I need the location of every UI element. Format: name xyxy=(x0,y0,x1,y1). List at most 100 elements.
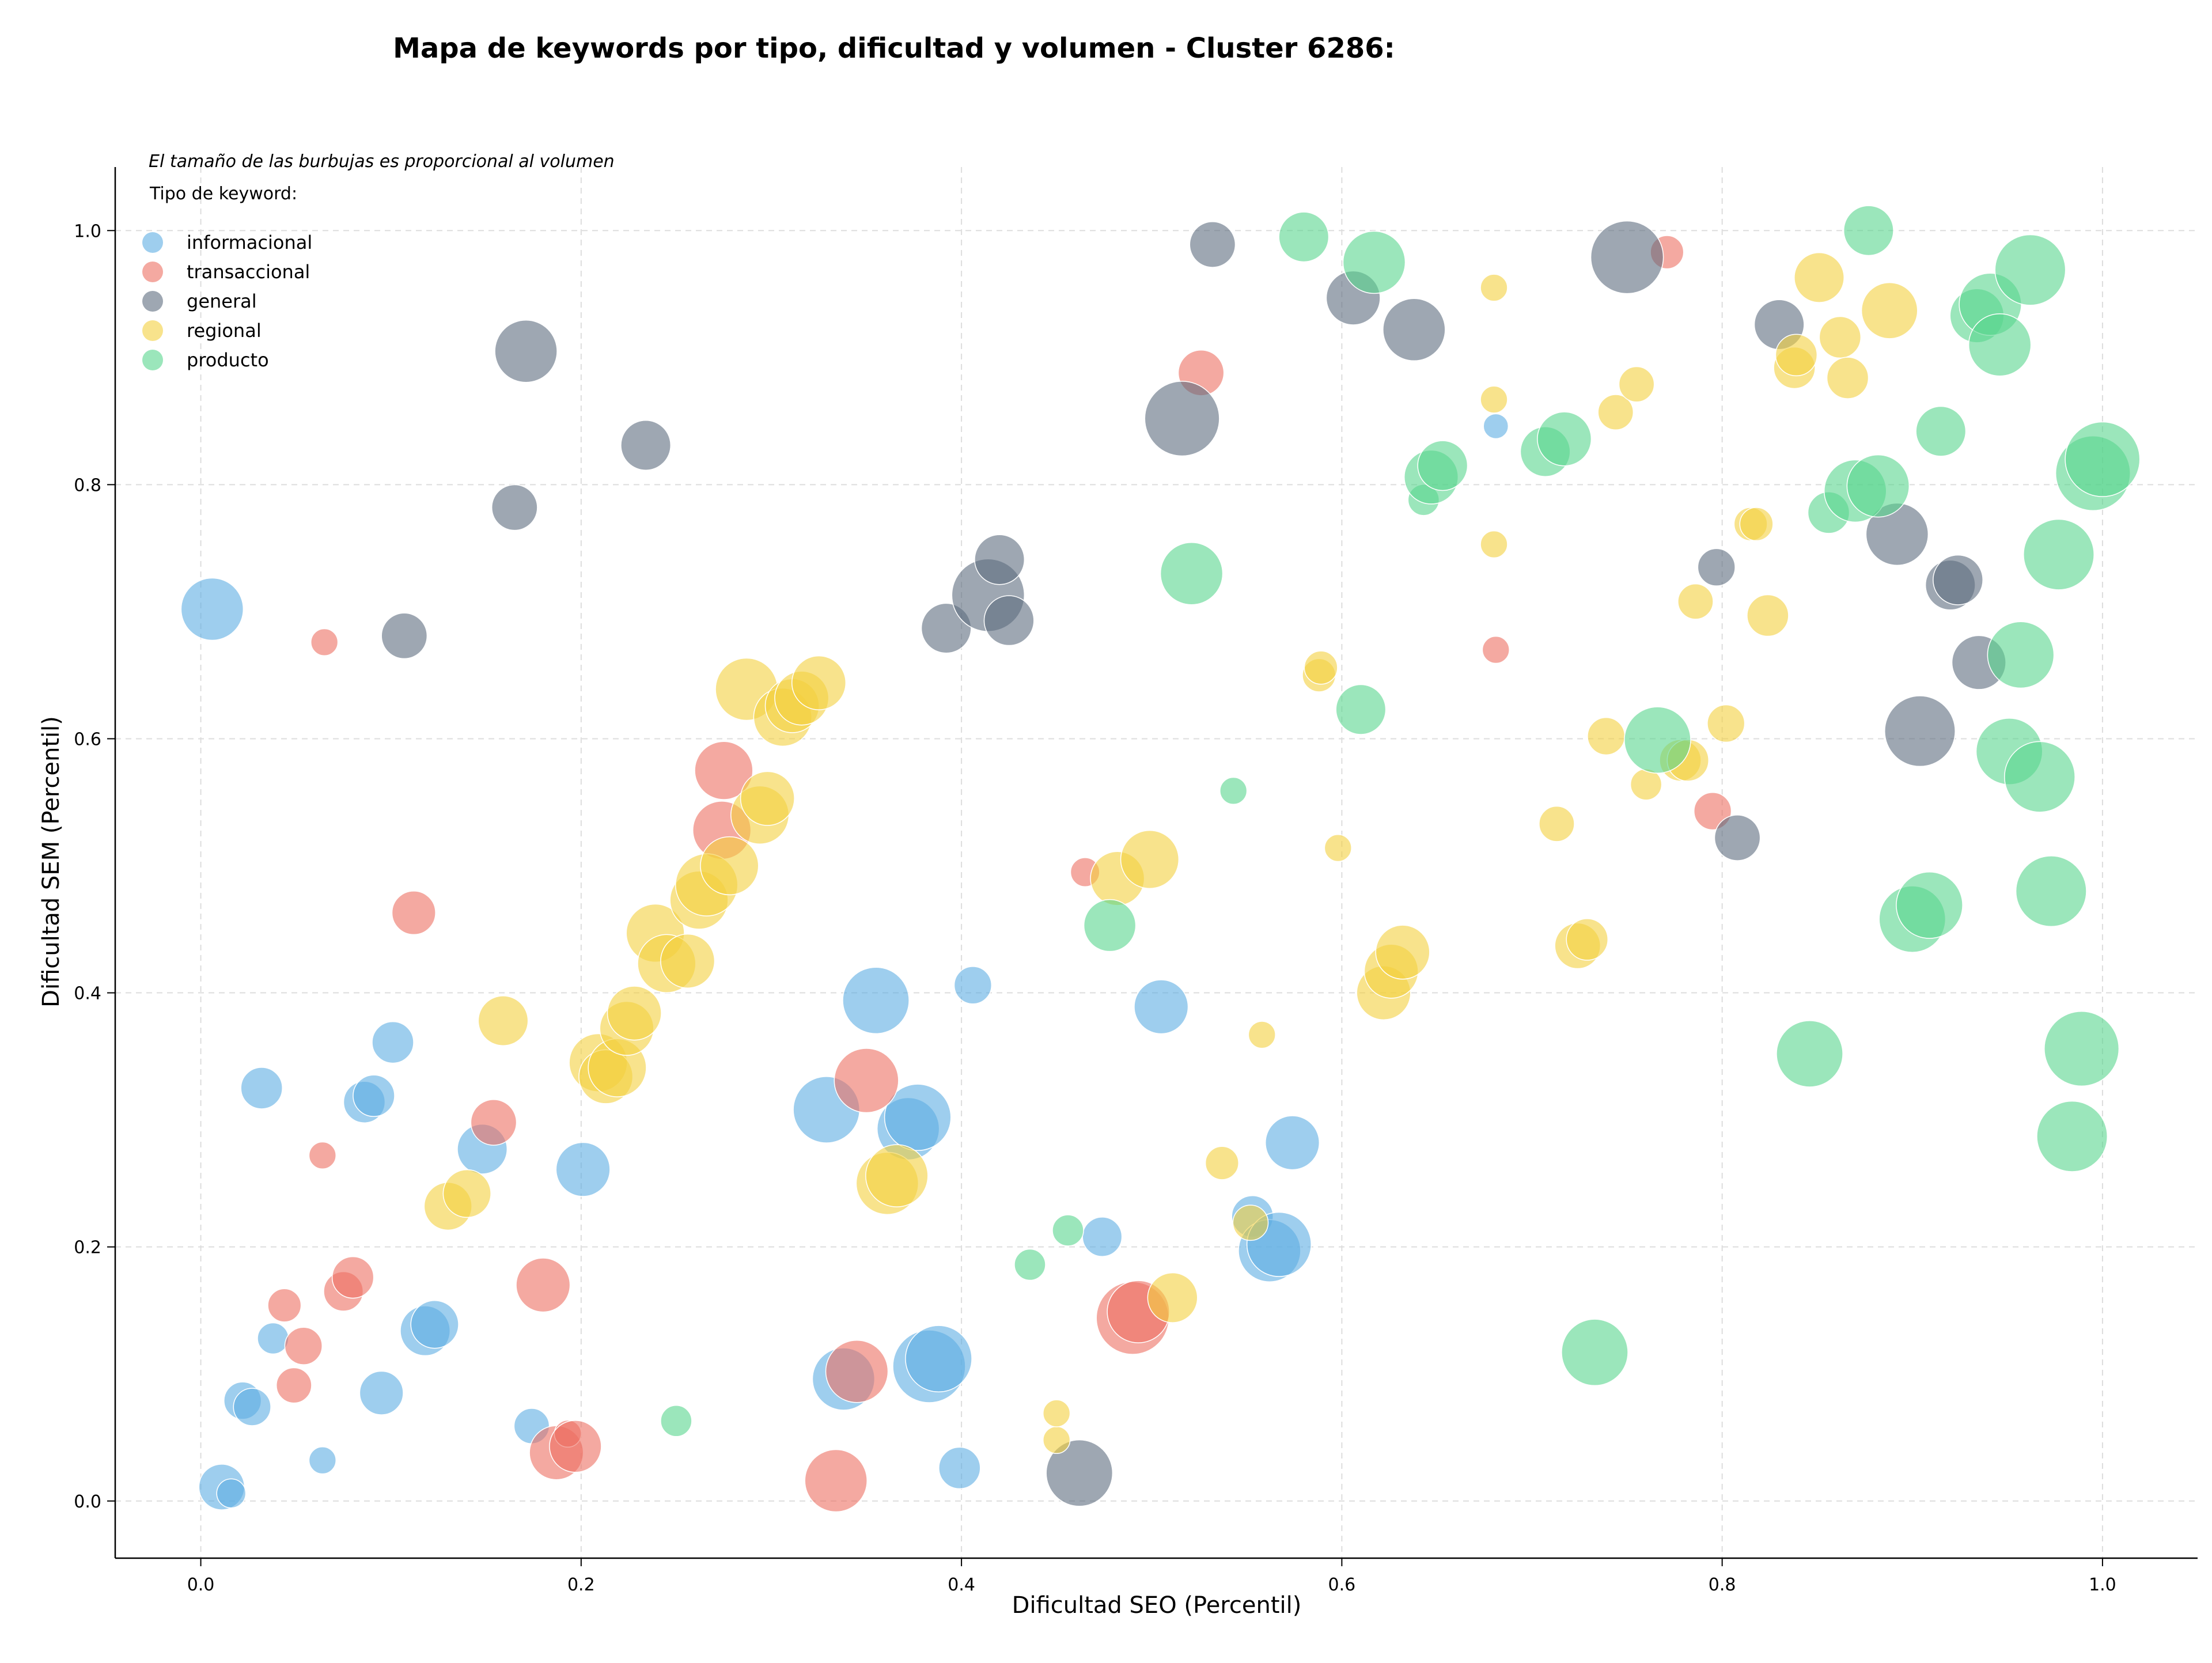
data-point-regional xyxy=(1861,282,1918,339)
data-point-regional xyxy=(1147,1272,1198,1323)
y-tick-label: 0.6 xyxy=(74,729,101,749)
data-point-general xyxy=(1714,815,1761,861)
data-point-general xyxy=(1884,695,1956,767)
data-point-regional xyxy=(1747,594,1789,637)
data-point-producto xyxy=(2023,518,2094,590)
data-point-producto xyxy=(1014,1248,1046,1281)
data-point-general xyxy=(974,534,1025,585)
data-point-transaccional xyxy=(549,1420,602,1473)
data-point-transaccional xyxy=(470,1099,517,1146)
data-point-producto xyxy=(2004,741,2075,813)
axes: 0.0 0.2 0.4 0.6 0.8 1.0 0.0 0.2 0.4 0.6 0.8 1.0 xyxy=(74,167,2198,1595)
data-point-general xyxy=(1046,1439,1113,1507)
data-point-producto xyxy=(1987,621,2055,689)
legend-items: informacional transaccional general regiona… xyxy=(142,232,312,371)
data-point-informacional xyxy=(257,1322,289,1355)
data-point-regional xyxy=(1677,583,1714,620)
data-point-transaccional xyxy=(284,1327,323,1365)
data-point-regional xyxy=(1043,1399,1071,1427)
y-tick-label: 1.0 xyxy=(74,221,101,241)
data-point-informacional xyxy=(240,1067,283,1109)
data-point-general xyxy=(1933,554,1983,605)
y-tick-label: 0.2 xyxy=(74,1238,101,1258)
legend-marker-producto xyxy=(142,350,163,370)
data-point-informacional xyxy=(353,1074,395,1117)
legend-label-general: general xyxy=(187,290,257,312)
data-point-general xyxy=(620,420,672,471)
data-point-producto xyxy=(2065,421,2141,497)
legend-label-transaccional: transaccional xyxy=(187,261,310,283)
data-point-producto xyxy=(1335,684,1387,735)
data-point-regional xyxy=(442,1169,491,1218)
legend-note: El tamaño de las burbujas es proporciona… xyxy=(149,151,615,172)
data-point-transaccional xyxy=(267,1288,302,1323)
data-point-transaccional xyxy=(834,1048,899,1113)
data-point-transaccional xyxy=(804,1449,868,1513)
legend-label-producto: producto xyxy=(187,349,269,371)
data-point-informacional xyxy=(842,967,910,1035)
data-point-regional xyxy=(1375,925,1430,980)
data-point-informacional xyxy=(1264,1115,1320,1170)
x-axis-label: Dificultad SEO (Percentil) xyxy=(1012,1592,1302,1619)
y-tick-label: 0.8 xyxy=(74,475,101,495)
legend-label-regional: regional xyxy=(187,320,262,342)
data-point-producto xyxy=(1968,313,2032,377)
data-point-general xyxy=(1590,220,1664,294)
data-point-regional xyxy=(607,986,662,1041)
data-point-regional xyxy=(1248,1021,1276,1049)
data-point-producto xyxy=(1994,234,2066,306)
y-tick-label: 0.4 xyxy=(74,984,101,1004)
data-point-transaccional xyxy=(825,1340,889,1403)
data-point-regional xyxy=(1304,650,1338,685)
data-point-regional xyxy=(1205,1146,1239,1180)
data-point-regional xyxy=(1707,704,1745,743)
data-point-general xyxy=(983,595,1035,646)
data-point-regional xyxy=(478,995,529,1047)
data-point-transaccional xyxy=(1482,635,1510,664)
data-point-informacional xyxy=(938,1446,981,1490)
x-tick-label: 0.0 xyxy=(187,1575,215,1595)
data-point-regional xyxy=(1539,805,1575,842)
y-axis-label: Dificultad SEM (Percentil) xyxy=(38,716,65,1007)
data-point-producto xyxy=(1537,411,1592,467)
data-point-general xyxy=(494,320,558,383)
y-tick-label: 0.0 xyxy=(74,1492,101,1512)
data-point-regional xyxy=(1618,366,1655,403)
data-point-informacional xyxy=(180,577,244,641)
data-point-producto xyxy=(1915,406,1967,457)
data-point-regional xyxy=(1794,252,1844,303)
data-point-regional xyxy=(1597,394,1634,431)
data-point-regional xyxy=(865,1144,929,1207)
data-point-informacional xyxy=(233,1388,271,1426)
legend-label-informacional: informacional xyxy=(187,232,312,253)
data-point-producto xyxy=(1843,205,1894,256)
data-point-regional xyxy=(740,771,795,826)
data-point-producto xyxy=(2036,1100,2108,1172)
data-point-informacional xyxy=(905,1325,972,1393)
data-point-transaccional xyxy=(331,1256,374,1299)
data-point-regional xyxy=(1819,316,1862,359)
data-point-regional xyxy=(1480,385,1508,414)
data-point-general xyxy=(1697,548,1736,586)
data-point-transaccional xyxy=(694,741,753,800)
legend-marker-informacional xyxy=(142,232,163,253)
data-point-producto xyxy=(1083,899,1137,952)
data-point-transaccional xyxy=(275,1367,312,1404)
data-point-informacional xyxy=(555,1142,611,1197)
data-point-transaccional xyxy=(516,1257,571,1313)
data-point-general xyxy=(491,484,538,531)
data-point-producto xyxy=(1417,440,1468,491)
x-tick-label: 0.6 xyxy=(1328,1575,1356,1595)
data-point-regional xyxy=(1826,357,1869,399)
data-points xyxy=(180,205,2141,1513)
data-point-producto xyxy=(1342,230,1406,294)
data-point-general xyxy=(381,612,428,660)
data-point-regional xyxy=(1480,530,1508,559)
data-point-regional xyxy=(1739,507,1774,541)
data-point-regional xyxy=(1775,334,1818,377)
data-point-producto xyxy=(1624,706,1691,774)
data-point-informacional xyxy=(1483,413,1509,440)
data-point-informacional xyxy=(372,1021,414,1064)
